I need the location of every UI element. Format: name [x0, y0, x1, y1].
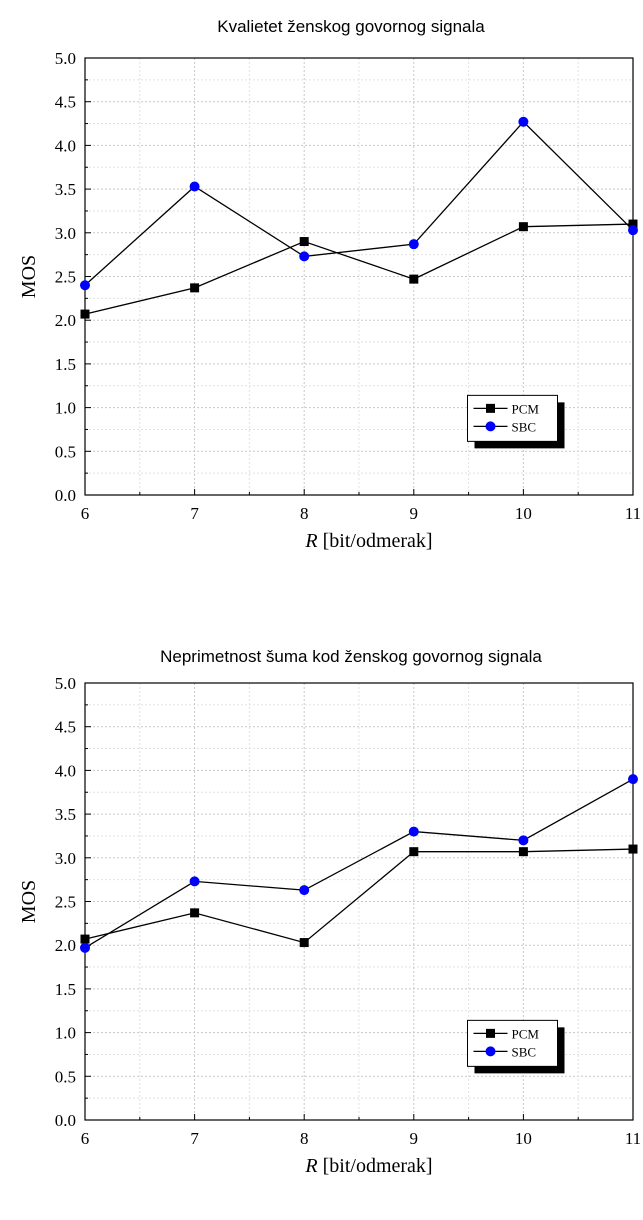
chart-title: Neprimetnost šuma kod ženskog govornog s…: [160, 647, 542, 666]
series-line-pcm: [84, 223, 634, 315]
y-tick-label: 5.0: [55, 674, 76, 693]
data-point-sbc: [299, 251, 310, 262]
data-point-pcm: [190, 908, 200, 918]
legend-label-sbc: SBC: [512, 1044, 537, 1059]
legend-label-sbc: SBC: [512, 419, 537, 434]
x-tick-label: 7: [190, 1129, 199, 1148]
legend-box: [467, 394, 559, 442]
y-tick-label: 4.0: [55, 761, 76, 780]
legend-marker-sbc: [485, 1046, 496, 1057]
x-tick-label: 8: [300, 504, 309, 523]
x-axis: 6 7 8 9 10 11: [81, 489, 641, 523]
data-point-sbc: [189, 876, 200, 887]
y-tick-label: 0.0: [55, 486, 76, 505]
y-tick-label: 1.5: [55, 980, 76, 999]
y-tick-label: 1.5: [55, 355, 76, 374]
data-point-pcm: [80, 309, 90, 319]
data-point-pcm: [628, 844, 638, 854]
data-point-pcm: [190, 283, 200, 293]
y-axis: 0.0 0.5 1.0 1.5 2.0 2.5 3.0 3.5 4.0 4.5 5.0: [55, 674, 91, 1130]
y-tick-label: 5.0: [55, 49, 76, 68]
x-axis-label-var: R: [304, 530, 317, 552]
series-line-sbc: [84, 778, 634, 949]
x-tick-label: 10: [515, 504, 532, 523]
y-tick-label: 2.5: [55, 268, 76, 287]
series-group: [80, 116, 638, 319]
y-axis-label: MOS: [18, 255, 40, 298]
data-point-sbc: [80, 942, 90, 953]
data-point-sbc: [299, 885, 310, 896]
data-point-sbc: [408, 826, 419, 837]
x-axis-label-unit: [bit/odmerak]: [318, 1155, 433, 1177]
y-tick-label: 3.0: [55, 849, 76, 868]
data-point-pcm: [409, 847, 419, 857]
x-tick-label: 7: [190, 504, 199, 523]
x-tick-label: 6: [81, 1129, 90, 1148]
legend-marker-pcm: [486, 403, 496, 413]
grid: [85, 58, 633, 495]
x-axis: 6 7 8 9 10 11: [81, 1114, 641, 1148]
data-point-pcm: [518, 847, 528, 857]
y-tick-label: 3.5: [55, 805, 76, 824]
chart-2: Neprimetnost šuma kod ženskog govornog s…: [18, 647, 641, 1177]
data-point-sbc: [189, 181, 200, 192]
data-point-sbc: [518, 116, 529, 127]
legend-label-pcm: PCM: [512, 401, 540, 416]
y-axis: 0.0 0.5 1.0 1.5 2.0 2.5 3.0 3.5 4.0 4.5 5.0: [55, 49, 91, 505]
data-point-sbc: [408, 239, 419, 250]
x-tick-label: 8: [300, 1129, 309, 1148]
y-tick-label: 2.0: [55, 936, 76, 955]
x-tick-label: 11: [625, 1129, 641, 1148]
data-point-sbc: [518, 835, 529, 846]
legend-marker-pcm: [486, 1028, 496, 1038]
series-group: [80, 774, 638, 953]
y-tick-label: 0.0: [55, 1111, 76, 1130]
data-point-pcm: [299, 938, 309, 948]
data-point-sbc: [628, 774, 638, 785]
x-axis-label-unit: [bit/odmerak]: [318, 530, 433, 552]
y-tick-label: 0.5: [55, 442, 76, 461]
x-tick-label: 6: [81, 504, 90, 523]
data-point-pcm: [628, 219, 638, 229]
y-tick-label: 2.5: [55, 893, 76, 912]
x-axis-label: R [bit/odmerak]: [304, 530, 432, 552]
y-tick-label: 1.0: [55, 1024, 76, 1043]
legend-label-pcm: PCM: [512, 1026, 540, 1041]
legend: PCM SBC: [467, 394, 565, 449]
y-tick-label: 1.0: [55, 399, 76, 418]
y-tick-label: 3.0: [55, 224, 76, 243]
y-axis-label: MOS: [18, 880, 40, 923]
data-point-pcm: [299, 237, 309, 247]
x-tick-label: 9: [410, 1129, 419, 1148]
legend: PCM SBC: [467, 1019, 565, 1074]
legend-box: [467, 1019, 559, 1067]
y-tick-label: 4.0: [55, 136, 76, 155]
chart-1: Kvalietet ženskog govornog signala 0.0 0.5…: [18, 17, 641, 552]
x-tick-label: 9: [410, 504, 419, 523]
x-tick-label: 11: [625, 504, 641, 523]
y-tick-label: 0.5: [55, 1067, 76, 1086]
x-tick-label: 10: [515, 1129, 532, 1148]
data-point-pcm: [518, 222, 528, 232]
data-point-sbc: [80, 280, 90, 291]
y-tick-label: 4.5: [55, 718, 76, 737]
data-point-pcm: [409, 274, 419, 284]
series-line-pcm: [84, 848, 634, 944]
data-point-pcm: [80, 934, 90, 944]
y-tick-label: 3.5: [55, 180, 76, 199]
y-tick-label: 4.5: [55, 93, 76, 112]
legend-marker-sbc: [485, 421, 496, 432]
y-tick-label: 2.0: [55, 311, 76, 330]
series-line-sbc: [84, 120, 634, 286]
x-axis-label: R [bit/odmerak]: [304, 1155, 432, 1177]
x-axis-label-var: R: [304, 1155, 317, 1177]
chart-title: Kvalietet ženskog govornog signala: [217, 17, 485, 36]
data-point-sbc: [628, 225, 638, 236]
